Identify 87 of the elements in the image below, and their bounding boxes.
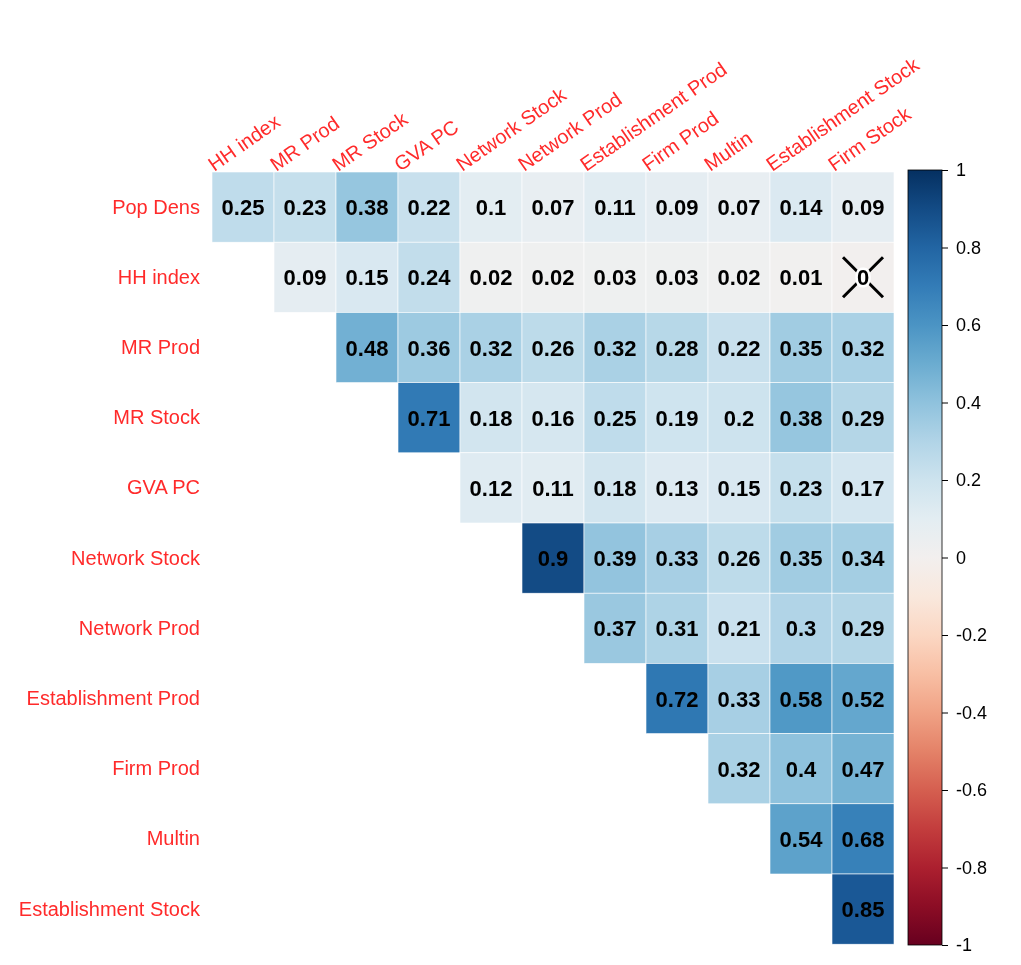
data-label: 0.32: [717, 756, 761, 782]
data-label: 0.34: [841, 546, 886, 572]
data-label: 0.02: [531, 265, 575, 291]
color-bar-label: -1: [956, 935, 973, 956]
data-label: 0.38: [345, 195, 389, 221]
color-bar-label: -0.2: [956, 625, 988, 646]
data-label: 0.32: [593, 335, 637, 361]
data-label: 0.23: [283, 195, 327, 221]
data-label: 0.17: [841, 475, 885, 501]
data-label: 0.09: [655, 195, 699, 221]
data-label: 0.03: [593, 265, 637, 291]
data-label: 0.21: [717, 616, 761, 642]
color-bar-label: 0.2: [956, 470, 982, 491]
data-label: 0.07: [717, 195, 761, 221]
data-label: 0.09: [283, 265, 327, 291]
data-label: 0.38: [779, 405, 823, 431]
data-label: 0.22: [717, 335, 761, 361]
data-label: 0.71: [407, 405, 451, 431]
y-tick-label: HH index: [117, 265, 200, 288]
data-label: 0.4: [785, 756, 818, 782]
data-label: 0.32: [469, 335, 513, 361]
data-label: 0.26: [531, 335, 575, 361]
color-bar-label: 1: [956, 160, 967, 181]
y-tick-label: MR Stock: [113, 406, 201, 429]
color-bar-label: 0.4: [956, 392, 982, 413]
data-label: 0.39: [593, 546, 637, 572]
data-label: 0.09: [841, 195, 885, 221]
data-label: 0.29: [841, 616, 885, 642]
data-label: 0.25: [593, 405, 637, 431]
y-tick-label: Establishment Stock: [18, 897, 201, 920]
y-tick-label: Firm Prod: [112, 757, 200, 780]
data-label: 0.02: [717, 265, 761, 291]
data-label: 0.22: [407, 195, 451, 221]
data-label: 0.15: [717, 475, 761, 501]
data-label: 0.02: [469, 265, 513, 291]
data-label: 0.07: [531, 195, 575, 221]
data-label: 0.54: [779, 826, 824, 852]
data-label: 0.2: [723, 405, 755, 431]
data-label: 0.16: [531, 405, 575, 431]
data-label: 0.19: [655, 405, 699, 431]
y-tick-label: Pop Dens: [112, 195, 200, 218]
data-label: 0.11: [532, 475, 574, 501]
data-label: 0.37: [593, 616, 637, 642]
color-bar-label: -0.6: [956, 780, 988, 801]
data-label: 0.23: [779, 475, 823, 501]
color-bar-label: 0: [956, 547, 967, 568]
data-label: 0.72: [655, 686, 699, 712]
color-bar-label: 0.6: [956, 315, 982, 336]
color-bar-label: -0.8: [956, 857, 988, 878]
y-tick-label: Network Stock: [71, 546, 201, 569]
data-label: 0.68: [841, 826, 885, 852]
data-label: 0.3: [785, 616, 817, 642]
y-tick-label: Network Prod: [78, 616, 200, 639]
data-label: 0.32: [841, 335, 885, 361]
data-label: 0.58: [779, 686, 823, 712]
data-label: 0.1: [475, 195, 507, 221]
data-label: 0.31: [655, 616, 699, 642]
data-label: 0.85: [841, 897, 885, 923]
data-label: 0.18: [469, 405, 513, 431]
color-bar-label: 0.8: [956, 237, 982, 258]
data-label: 0.47: [841, 756, 885, 782]
color-bar-label: -0.4: [956, 702, 988, 723]
data-label: 0.26: [717, 546, 761, 572]
data-label: 0.9: [537, 546, 569, 572]
data-label: 0.12: [469, 475, 513, 501]
data-label: 0.14: [779, 195, 824, 221]
data-label: 0.35: [779, 335, 823, 361]
data-label: 0.03: [655, 265, 699, 291]
data-label: 0.15: [345, 265, 389, 291]
data-label: 0.11: [594, 195, 636, 221]
data-label: 0.25: [221, 195, 265, 221]
y-tick-label: Multin: [146, 827, 200, 850]
data-label: 0.29: [841, 405, 885, 431]
data-label: 0.24: [407, 265, 452, 291]
data-label: 0.13: [655, 475, 699, 501]
y-tick-label: MR Prod: [121, 335, 200, 358]
data-label: 0.18: [593, 475, 637, 501]
data-label: 0.35: [779, 546, 823, 572]
data-label: 0.48: [345, 335, 389, 361]
data-label: 0.01: [779, 265, 823, 291]
data-label: 0.36: [407, 335, 451, 361]
y-tick-label: Establishment Prod: [26, 686, 200, 709]
y-tick-label: GVA PC: [127, 476, 200, 499]
data-label: 0.28: [655, 335, 699, 361]
data-label: 0.33: [717, 686, 761, 712]
data-label: 0.33: [655, 546, 699, 572]
data-label: 0.52: [841, 686, 885, 712]
